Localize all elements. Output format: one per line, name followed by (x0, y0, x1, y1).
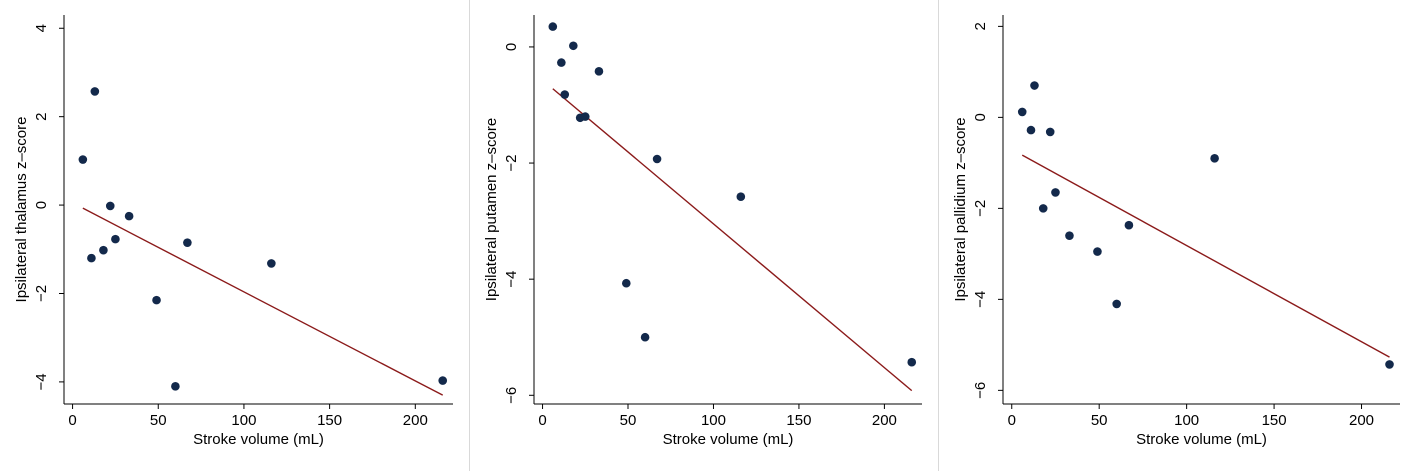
data-point (548, 22, 558, 31)
y-tick-label: 2 (33, 112, 50, 120)
y-tick-label: −6 (972, 382, 989, 399)
data-point (1385, 360, 1394, 369)
fit-line (1021, 154, 1390, 358)
x-tick-label: 100 (231, 412, 256, 429)
data-point (171, 382, 180, 391)
y-tick-label: −2 (503, 154, 520, 171)
panel-divider (469, 0, 470, 471)
x-tick-label: 200 (872, 412, 897, 429)
x-tick-label: 150 (786, 412, 811, 429)
data-point (152, 295, 161, 305)
x-axis-title: Stroke volume (mL) (1136, 431, 1267, 448)
data-point (438, 376, 448, 385)
y-axis-title: Ipsilateral thalamus z–score (13, 117, 30, 303)
data-point (78, 155, 88, 164)
data-point (1065, 231, 1074, 240)
data-point (1210, 154, 1219, 163)
x-tick-label: 100 (1174, 412, 1199, 429)
data-point (652, 154, 662, 164)
data-point (580, 112, 590, 121)
data-point (594, 67, 604, 76)
x-tick-label: 50 (620, 412, 637, 429)
chart-svg-putamen: 0 50 100 150 200 −6 −4 −2 0 Stroke volume (mL) Ips… (483, 15, 922, 448)
x-tick-label: 0 (68, 412, 76, 429)
fit-line (82, 207, 444, 396)
data-point (1124, 220, 1134, 230)
chart-panel-putamen: 0 50 100 150 200 −6 −4 −2 0 Stroke volume (mL) Ips… (470, 0, 938, 471)
y-tick-label: 4 (33, 24, 50, 32)
data-point (640, 332, 650, 342)
chart-svg-pallidium: 0 50 100 150 200 −6 −4 −2 0 2 Stroke volume (mL) Ip… (952, 15, 1400, 448)
x-tick-label: 200 (1349, 412, 1374, 429)
data-point (105, 201, 115, 211)
y-tick-label: 2 (972, 22, 989, 30)
y-axis-title: Ipsilateral putamen z–score (483, 118, 500, 301)
data-point (1051, 188, 1060, 197)
data-point (90, 87, 100, 96)
y-tick-label: −4 (33, 373, 50, 390)
chart-panel-thalamus: 0 50 100 150 200 −4 −2 0 2 4 Stroke volume (mL) Ips… (0, 0, 469, 471)
data-point (1017, 107, 1027, 117)
chart-svg-thalamus: 0 50 100 150 200 −4 −2 0 2 4 Stroke volume (mL) Ips… (13, 15, 453, 448)
y-tick-label: −2 (33, 285, 50, 302)
y-axis-title: Ipsilateral pallidium z–score (952, 117, 969, 301)
chart-panel-pallidium: 0 50 100 150 200 −6 −4 −2 0 2 Stroke volume (mL) Ip… (939, 0, 1417, 471)
y-tick-label: −4 (972, 291, 989, 308)
data-point (87, 253, 96, 263)
x-tick-label: 150 (317, 412, 342, 429)
panel-divider (938, 0, 939, 471)
data-point (183, 238, 192, 247)
x-tick-label: 0 (538, 412, 546, 429)
x-axis-title: Stroke volume (mL) (663, 431, 794, 448)
y-tick-label: −2 (972, 200, 989, 217)
data-point (1112, 299, 1121, 309)
data-point (557, 58, 566, 67)
data-point (124, 211, 134, 221)
data-point (111, 234, 120, 244)
x-tick-label: 200 (403, 412, 428, 429)
data-point (1038, 204, 1048, 213)
data-point (736, 192, 746, 202)
x-tick-label: 100 (701, 412, 726, 429)
data-point (99, 245, 108, 255)
data-point (569, 41, 578, 51)
data-point (907, 357, 917, 367)
y-tick-label: −4 (503, 271, 520, 288)
data-point (1045, 127, 1055, 137)
data-point (1093, 247, 1102, 256)
data-point (621, 278, 631, 288)
x-axis-title: Stroke volume (mL) (193, 431, 324, 448)
x-tick-label: 150 (1262, 412, 1287, 429)
data-point (1030, 81, 1039, 90)
x-tick-label: 50 (150, 412, 167, 429)
y-tick-label: 0 (972, 113, 989, 121)
data-point (267, 259, 276, 268)
data-point (1026, 125, 1036, 135)
y-tick-label: 0 (503, 43, 520, 51)
x-tick-label: 0 (1008, 412, 1016, 429)
data-point (560, 90, 570, 99)
x-tick-label: 50 (1091, 412, 1108, 429)
fit-line (552, 88, 913, 392)
y-tick-label: −6 (503, 387, 520, 404)
y-tick-label: 0 (33, 201, 50, 209)
